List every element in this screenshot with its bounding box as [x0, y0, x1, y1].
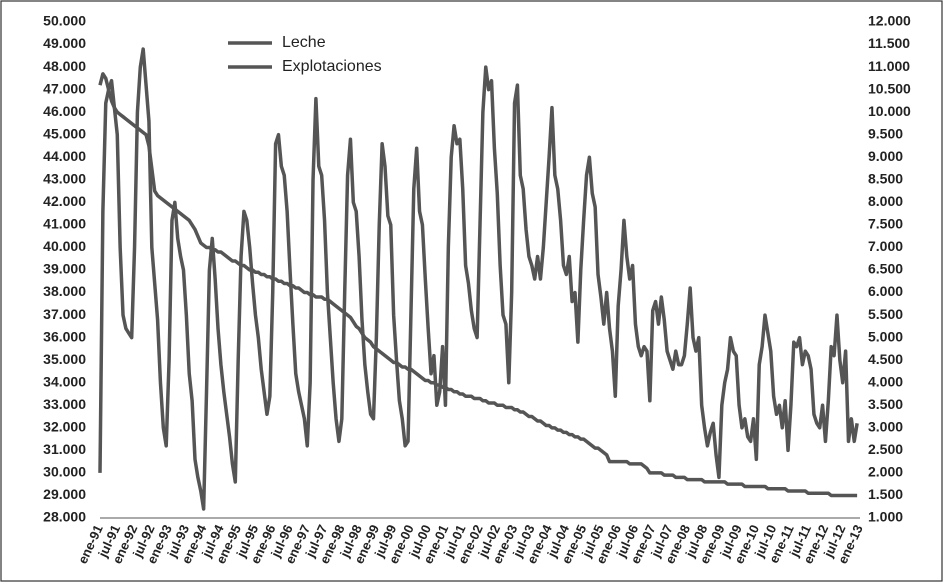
y2-tick-label: 12.000 — [868, 13, 911, 29]
y-tick-label: 46.000 — [43, 103, 86, 119]
y2-tick-label: 1.500 — [868, 486, 903, 502]
y-tick-label: 50.000 — [43, 13, 86, 29]
y-tick-label: 28.000 — [43, 509, 86, 525]
legend-label: Explotaciones — [282, 58, 382, 75]
y2-tick-label: 4.500 — [868, 351, 903, 367]
y-tick-label: 49.000 — [43, 35, 86, 51]
y-tick-label: 41.000 — [43, 216, 86, 232]
y2-tick-label: 5.500 — [868, 306, 903, 322]
y-tick-label: 37.000 — [43, 306, 86, 322]
y-tick-label: 29.000 — [43, 486, 86, 502]
y-tick-label: 33.000 — [43, 396, 86, 412]
y2-tick-label: 3.500 — [868, 396, 903, 412]
y2-tick-label: 3.000 — [868, 419, 903, 435]
y-tick-label: 47.000 — [43, 80, 86, 96]
y2-tick-label: 7.500 — [868, 216, 903, 232]
y2-tick-label: 7.000 — [868, 238, 903, 254]
y2-tick-label: 8.000 — [868, 193, 903, 209]
y-tick-label: 31.000 — [43, 441, 86, 457]
series-line — [98, 72, 858, 498]
y2-tick-label: 6.500 — [868, 261, 903, 277]
y2-tick-label: 10.000 — [868, 103, 911, 119]
y-tick-label: 43.000 — [43, 171, 86, 187]
series-line — [98, 47, 859, 511]
y2-tick-label: 8.500 — [868, 171, 903, 187]
y2-tick-label: 5.000 — [868, 328, 903, 344]
y-tick-label: 40.000 — [43, 238, 86, 254]
y-tick-label: 32.000 — [43, 419, 86, 435]
y2-tick-label: 1.000 — [868, 509, 903, 525]
y-tick-label: 44.000 — [43, 148, 86, 164]
y2-tick-label: 4.000 — [868, 373, 903, 389]
y-tick-label: 35.000 — [43, 351, 86, 367]
y2-tick-label: 10.500 — [868, 80, 911, 96]
y2-tick-label: 11.500 — [868, 35, 910, 51]
y-tick-label: 34.000 — [43, 373, 86, 389]
y-tick-label: 36.000 — [43, 328, 86, 344]
y2-tick-label: 2.500 — [868, 441, 903, 457]
y-tick-label: 45.000 — [43, 125, 86, 141]
y2-tick-label: 9.500 — [868, 125, 903, 141]
y2-tick-label: 6.000 — [868, 283, 903, 299]
y2-tick-label: 9.000 — [868, 148, 903, 164]
y-tick-label: 30.000 — [43, 464, 86, 480]
y2-tick-label: 2.000 — [868, 464, 903, 480]
y2-tick-label: 11.000 — [868, 58, 910, 74]
y-tick-label: 39.000 — [43, 261, 86, 277]
y-tick-label: 42.000 — [43, 193, 86, 209]
y-tick-label: 48.000 — [43, 58, 86, 74]
legend-label: Leche — [282, 34, 326, 51]
y-tick-label: 38.000 — [43, 283, 86, 299]
